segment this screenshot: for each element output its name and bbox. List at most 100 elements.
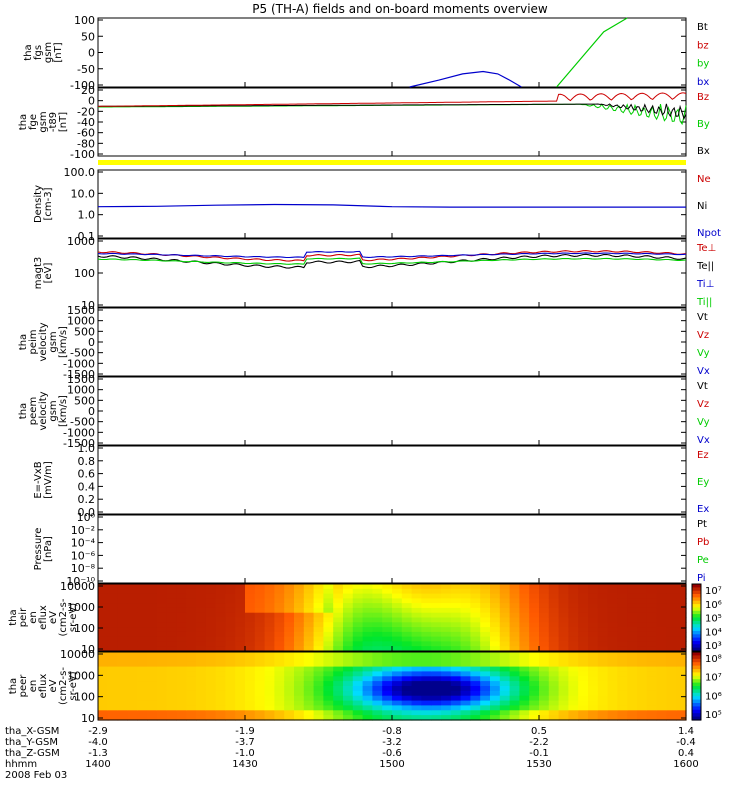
peir-cell xyxy=(401,603,413,609)
peir-cell xyxy=(568,617,579,623)
peir-cell xyxy=(627,627,638,633)
peer-cell xyxy=(352,705,364,711)
peir-colorbar-segment xyxy=(692,610,701,615)
peer-cell xyxy=(284,710,295,716)
peer-cell xyxy=(588,715,599,721)
peer-cell xyxy=(245,686,256,692)
peer-cell xyxy=(460,686,471,692)
peir-cell xyxy=(196,631,207,638)
peir-cell xyxy=(333,631,344,638)
peir-cell xyxy=(294,636,305,642)
temp-legend-ti: Ti|| xyxy=(696,297,712,308)
peer-cell xyxy=(666,671,677,677)
peir-cell xyxy=(470,593,481,599)
peer-cell xyxy=(401,661,413,668)
peer-cell xyxy=(392,686,403,692)
peir-cell xyxy=(225,598,236,604)
peir-cell xyxy=(578,627,589,633)
peir-cell xyxy=(323,617,334,623)
peer-cell xyxy=(205,661,217,668)
peir-cell xyxy=(548,598,560,604)
peer-cell xyxy=(588,666,599,673)
peer-cell xyxy=(539,676,550,682)
x-row-value: -1.3 xyxy=(88,748,108,759)
peir-cell xyxy=(156,584,168,590)
peer-cell xyxy=(666,715,677,721)
peir-cell xyxy=(176,622,187,628)
peir-cell xyxy=(411,646,422,652)
peer-cell xyxy=(284,715,295,721)
peer-cell xyxy=(392,700,403,707)
peir-cell xyxy=(441,612,452,619)
peir-cell xyxy=(392,622,403,628)
peim-legend-vx: Vx xyxy=(697,366,710,377)
peer-cell xyxy=(215,710,226,716)
peir-cell xyxy=(107,612,119,619)
peer-cell xyxy=(539,715,550,721)
peer-cell xyxy=(176,661,187,668)
peer-cell xyxy=(156,686,168,692)
peir-cell xyxy=(588,646,599,652)
x-row-label: hhmm xyxy=(5,759,37,770)
peer-cell xyxy=(235,686,246,692)
peir-cell xyxy=(156,617,168,623)
peir-cell xyxy=(529,636,540,642)
peir-cell xyxy=(274,641,285,647)
peer-cell xyxy=(166,681,177,687)
peir-cell xyxy=(196,627,207,633)
peir-colorbar-segment xyxy=(692,600,701,605)
peer-cell xyxy=(411,661,422,668)
peer-cell xyxy=(578,681,589,687)
peir-cell xyxy=(529,607,540,614)
peir-cell xyxy=(392,584,403,590)
peer-cell xyxy=(411,676,422,682)
peir-cell xyxy=(460,627,471,633)
peer-cell xyxy=(147,681,158,687)
peer-cell xyxy=(568,715,579,721)
peir-cell xyxy=(627,598,638,604)
peer-cell xyxy=(137,666,148,673)
peir-cell xyxy=(147,641,158,647)
pressure-ytick-label: 10⁻⁴ xyxy=(71,537,96,550)
peir-cell xyxy=(499,598,511,604)
peir-cell xyxy=(490,636,501,642)
peir-cell xyxy=(539,593,550,599)
peer-cell xyxy=(490,715,501,721)
peer-cell xyxy=(235,681,246,687)
peir-cell xyxy=(539,646,550,652)
peir-cell xyxy=(450,598,462,604)
density-ytick-label: 0.1 xyxy=(78,230,96,243)
peir-cell xyxy=(245,622,256,628)
peer-cell xyxy=(656,671,667,677)
peir-cell xyxy=(558,641,569,647)
peir-cell xyxy=(284,593,295,599)
peir-cell xyxy=(245,617,256,623)
peir-cell xyxy=(176,588,187,595)
peir-cell xyxy=(392,641,403,647)
peer-cell xyxy=(401,710,413,716)
peer-cell xyxy=(627,656,638,663)
peer-cell xyxy=(147,695,158,702)
peir-ytick-label: 100 xyxy=(74,622,95,635)
exb-ytick-label: 0.0 xyxy=(78,506,96,519)
peer-cell xyxy=(421,681,432,687)
peir-cell xyxy=(313,593,324,599)
peer-cell xyxy=(548,666,560,673)
peer-cell xyxy=(617,695,628,702)
peir-cell xyxy=(294,646,305,652)
peer-cell xyxy=(333,700,344,707)
peir-cell xyxy=(176,598,187,604)
peer-cell xyxy=(196,705,207,711)
peir-cell xyxy=(607,646,618,652)
peir-cell xyxy=(245,641,256,647)
peer-cell xyxy=(411,686,422,692)
peir-cell xyxy=(343,612,354,619)
peer-cell xyxy=(98,656,109,663)
peer-cell xyxy=(98,686,109,692)
peer-cell xyxy=(588,676,599,682)
peer-cell xyxy=(352,710,364,716)
peer-cell xyxy=(254,666,266,673)
peir-cell xyxy=(303,593,315,599)
peer-cell xyxy=(156,710,168,716)
peir-cell xyxy=(303,646,315,652)
